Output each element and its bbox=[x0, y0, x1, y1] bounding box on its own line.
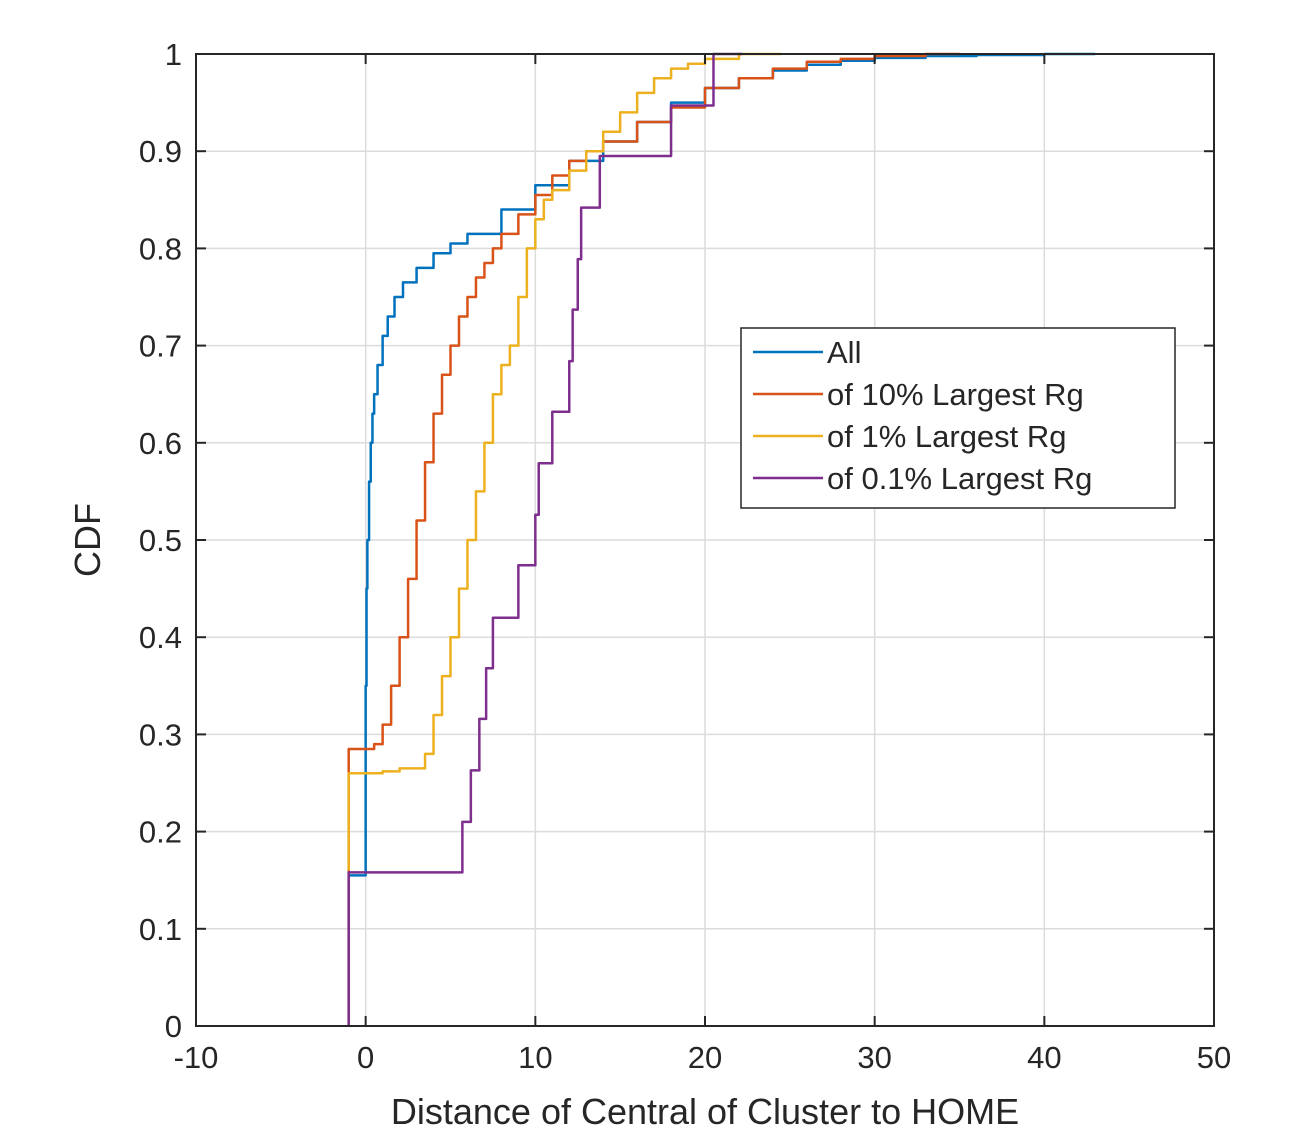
x-tick-label: 50 bbox=[1197, 1040, 1231, 1075]
x-tick-label: 0 bbox=[357, 1040, 374, 1075]
legend: All of 10% Largest Rg of 1% Largest Rg of 0… bbox=[740, 327, 1176, 509]
series-line-2 bbox=[347, 52, 782, 871]
legend-label: of 10% Largest Rg bbox=[827, 377, 1084, 412]
y-tick-label: 0.3 bbox=[139, 717, 182, 752]
x-axis-label: Distance of Central of Cluster to HOME bbox=[391, 1091, 1019, 1132]
y-tick-label: 0.4 bbox=[139, 620, 182, 655]
y-tick-label: 0.9 bbox=[139, 134, 182, 169]
series-lines bbox=[347, 52, 1096, 1026]
x-tick-label: -10 bbox=[174, 1040, 219, 1075]
y-tick-label: 0.8 bbox=[139, 231, 182, 266]
y-tick-label: 1 bbox=[165, 37, 182, 72]
legend-label: of 1% Largest Rg bbox=[827, 419, 1067, 454]
y-tick-label: 0.1 bbox=[139, 912, 182, 947]
series-line-0 bbox=[348, 52, 1096, 877]
x-tick-label: 40 bbox=[1027, 1040, 1061, 1075]
x-tick-label: 10 bbox=[518, 1040, 552, 1075]
legend-label: of 0.1% Largest Rg bbox=[827, 461, 1092, 496]
y-tick-label: 0.6 bbox=[139, 426, 182, 461]
y-tick-label: 0.7 bbox=[139, 329, 182, 364]
y-tick-label: 0.5 bbox=[139, 523, 182, 558]
y-axis-label: CDF bbox=[67, 503, 108, 577]
y-tick-label: 0.2 bbox=[139, 815, 182, 850]
gridlines bbox=[196, 54, 1214, 1026]
y-tick-label: 0 bbox=[165, 1009, 182, 1044]
x-tick-label: 30 bbox=[857, 1040, 891, 1075]
series-line-3 bbox=[347, 52, 743, 1026]
series-line-1 bbox=[347, 52, 960, 1026]
x-tick-label: 20 bbox=[688, 1040, 722, 1075]
legend-label: All bbox=[827, 335, 861, 370]
axis-ticks: -10 0 10 20 30 40 5000.10.20.30.40.50.60.70.80… bbox=[139, 37, 1231, 1075]
